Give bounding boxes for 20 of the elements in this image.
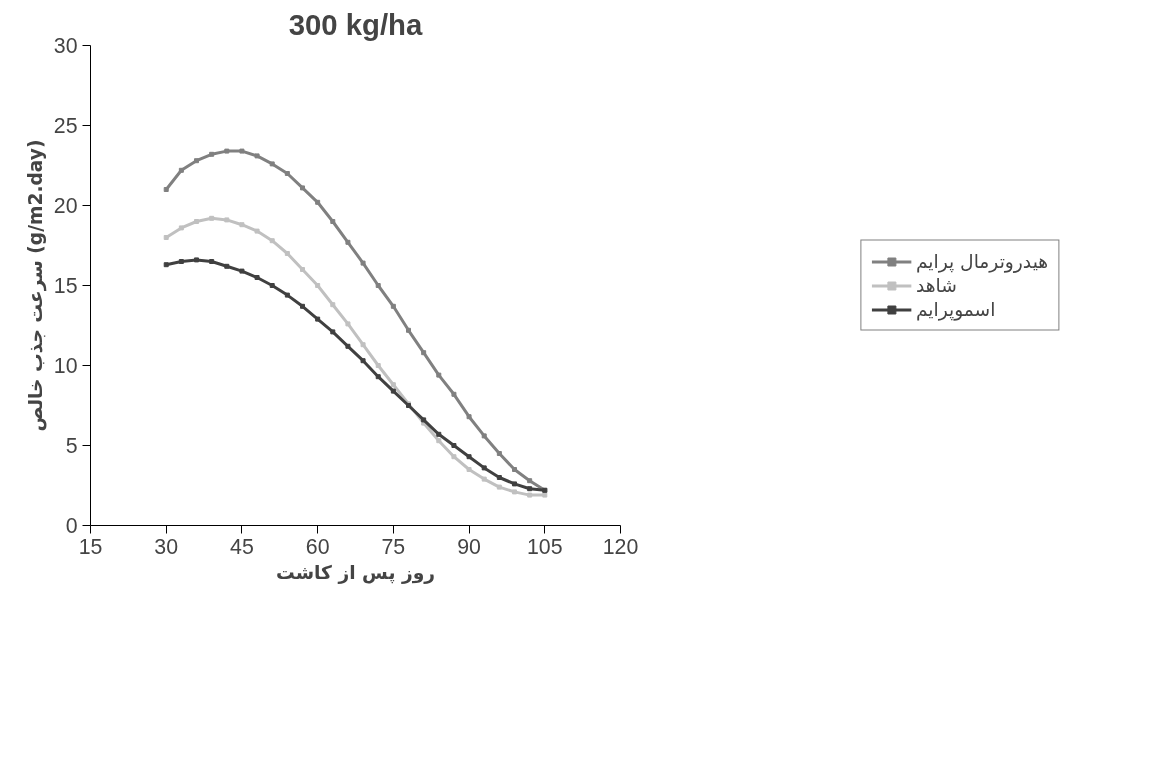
y-tick-label: 30 xyxy=(53,34,78,58)
y-tick-label: 0 xyxy=(65,514,78,538)
x-tick-label: 45 xyxy=(230,534,254,559)
y-tick-label: 10 xyxy=(53,354,78,378)
x-tick-label: 120 xyxy=(602,534,639,559)
y-axis-title: سرعت جذب خالص (g/m2.day) xyxy=(24,139,47,432)
x-tick-label: 90 xyxy=(457,534,482,559)
x-tick-label: 60 xyxy=(305,534,330,559)
y-tick-label: 15 xyxy=(53,274,78,298)
legend-label: هیدروترمال پرایم xyxy=(915,250,1049,272)
x-tick-label: 75 xyxy=(381,534,406,559)
legend-label: شاهد xyxy=(915,274,957,296)
x-tick-label: 105 xyxy=(526,534,563,559)
legend-label: اسموپرایم xyxy=(915,298,996,320)
y-tick-label: 5 xyxy=(65,434,78,458)
y-tick-label: 25 xyxy=(53,114,78,138)
x-tick-label: 30 xyxy=(154,534,179,559)
x-axis-title: روز پس از کاشت xyxy=(275,561,436,584)
y-tick-label: 20 xyxy=(53,194,78,218)
chart-title: 300 kg/ha xyxy=(288,7,424,41)
